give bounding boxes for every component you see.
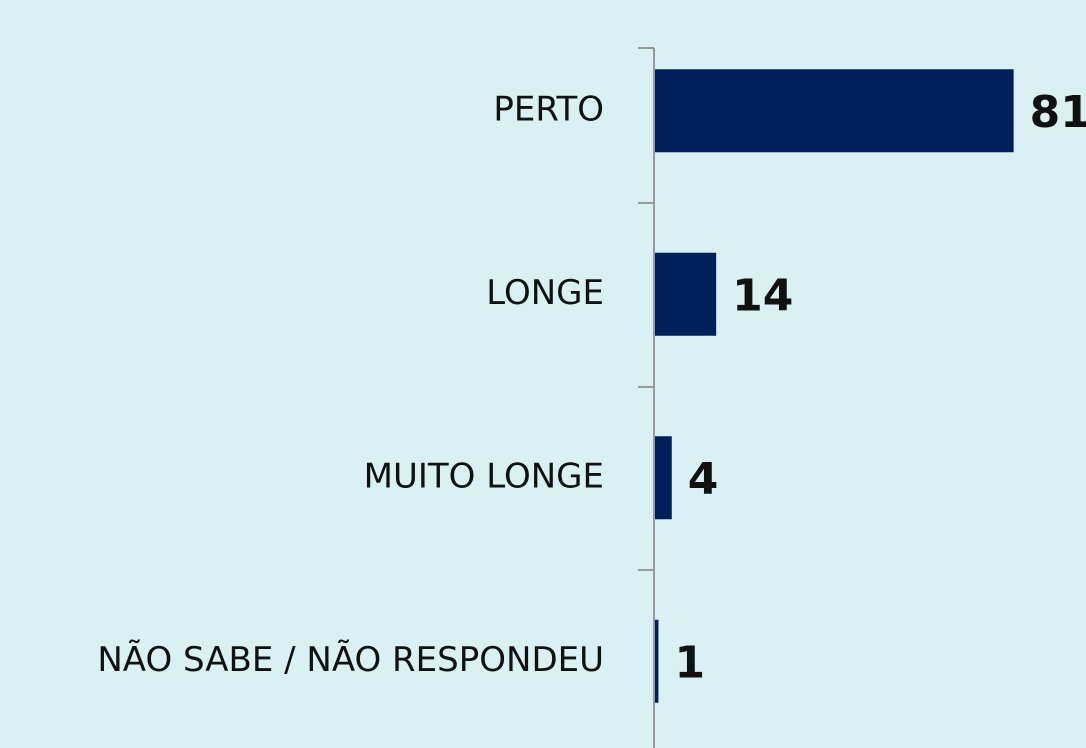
category-label: LONGE: [486, 273, 604, 313]
value-label: 4: [688, 454, 719, 505]
category-label: MUITO LONGE: [364, 456, 604, 496]
bar: [654, 619, 659, 703]
category-label: NÃO SABE / NÃO RESPONDEU: [97, 640, 604, 680]
bar: [654, 436, 672, 520]
bar: [654, 69, 1014, 153]
value-label: 1: [674, 637, 705, 688]
value-label: 81: [1030, 87, 1086, 138]
category-label: PERTO: [493, 89, 604, 129]
value-label: 14: [732, 270, 793, 321]
bar: [654, 252, 717, 336]
